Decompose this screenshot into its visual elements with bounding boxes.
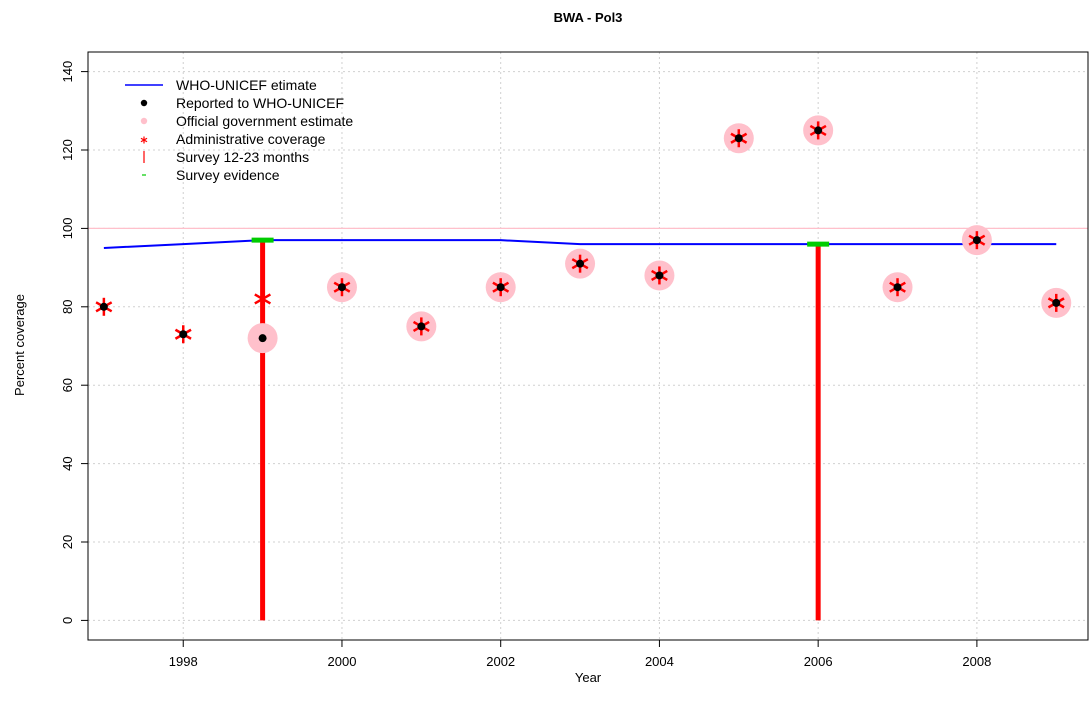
reported-point (258, 334, 267, 343)
legend: WHO-UNICEF etimate Reported to WHO-UNICEF… (125, 77, 353, 183)
x-tick-label: 2000 (328, 654, 357, 669)
legend-item: Reported to WHO-UNICEF (140, 95, 344, 111)
reported-point (99, 302, 108, 311)
admin-coverage-point (254, 289, 272, 308)
y-tick-label: 60 (60, 378, 75, 392)
legend-item: Administrative coverage (140, 131, 326, 147)
reported-point (417, 322, 426, 331)
estimate-line (103, 239, 1057, 249)
legend-label: Survey evidence (176, 167, 280, 183)
y-tick-label: 40 (60, 456, 75, 470)
x-tick-label: 1998 (169, 654, 198, 669)
legend-label: WHO-UNICEF etimate (176, 77, 317, 93)
legend-dot-symbol (140, 117, 148, 125)
y-tick-label: 0 (60, 617, 75, 624)
legend-dot-symbol (140, 99, 148, 107)
y-tick-label: 140 (60, 61, 75, 83)
star-stroke (140, 137, 148, 143)
chart-title: BWA - Pol3 (554, 10, 623, 25)
x-tick-label: 2002 (486, 654, 515, 669)
y-tick-label: 80 (60, 300, 75, 314)
y-tick-label: 100 (60, 218, 75, 240)
reported-point (496, 283, 505, 292)
x-tick-label: 2006 (804, 654, 833, 669)
plot-frame (87, 51, 1089, 641)
legend-label: Reported to WHO-UNICEF (176, 95, 344, 111)
reported-points-group (99, 126, 1061, 343)
x-tick-label: 2004 (645, 654, 674, 669)
star-stroke (254, 293, 272, 305)
reported-point (1052, 298, 1061, 307)
reported-point (972, 236, 981, 245)
reported-point (734, 134, 743, 143)
legend-item: Survey 12-23 months (143, 149, 309, 165)
reported-point (179, 330, 188, 339)
y-tick-label: 20 (60, 535, 75, 549)
x-axis-label: Year (575, 670, 602, 685)
reported-point (576, 259, 585, 268)
reported-point (814, 126, 823, 135)
y-tick-label: 120 (60, 139, 75, 161)
legend-label: Official government estimate (176, 113, 353, 129)
reported-point (337, 283, 346, 292)
axes-group: 1998 2000 2002 2004 2006 2008 0 20 40 60 80 100 120 1… (60, 51, 1089, 669)
x-tick-label: 2008 (962, 654, 991, 669)
y-axis-label: Percent coverage (12, 294, 27, 396)
survey-evidence-group (251, 237, 830, 247)
legend-item: Official government estimate (140, 113, 353, 129)
reported-point (893, 283, 902, 292)
legend-label: Administrative coverage (176, 131, 326, 147)
estimate-line-group (103, 239, 1057, 249)
legend-star-symbol (140, 136, 148, 144)
legend-item: WHO-UNICEF etimate (125, 77, 317, 93)
legend-label: Survey 12-23 months (176, 149, 309, 165)
legend-item: Survey evidence (142, 167, 280, 183)
reported-point (655, 271, 664, 280)
